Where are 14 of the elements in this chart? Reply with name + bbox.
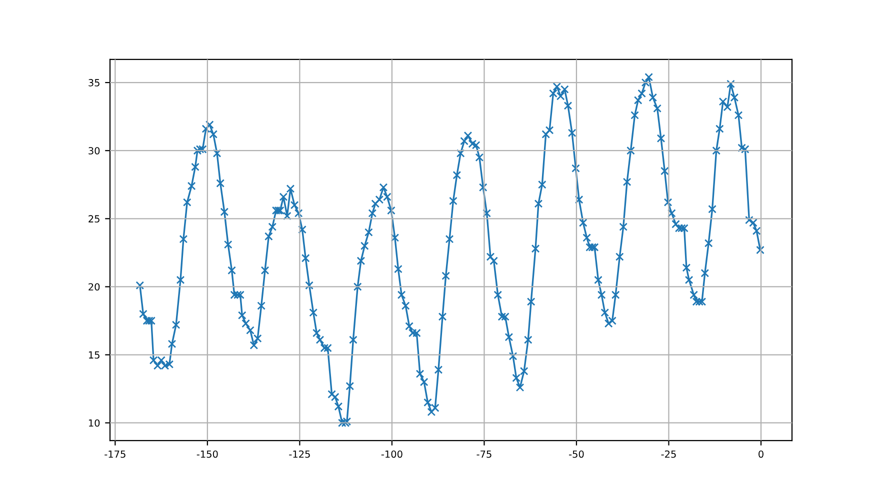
x-tick-label: -50 — [569, 450, 584, 458]
y-tick-label: 30 — [88, 147, 100, 154]
y-tick-label: 35 — [88, 79, 100, 86]
x-tick-label: -75 — [476, 450, 492, 458]
x-tick-label: -25 — [661, 450, 676, 458]
y-tick-label: 25 — [88, 215, 100, 222]
x-tick-label: -125 — [289, 450, 310, 458]
y-tick-label: 15 — [88, 351, 100, 359]
y-tick-label: 10 — [88, 419, 100, 427]
x-tick-label: -175 — [104, 450, 126, 458]
x-tick-label: 0 — [758, 450, 764, 458]
y-tick-label: 20 — [88, 283, 100, 291]
x-tick-label: -100 — [381, 450, 402, 458]
x-tick-label: -150 — [196, 450, 218, 458]
